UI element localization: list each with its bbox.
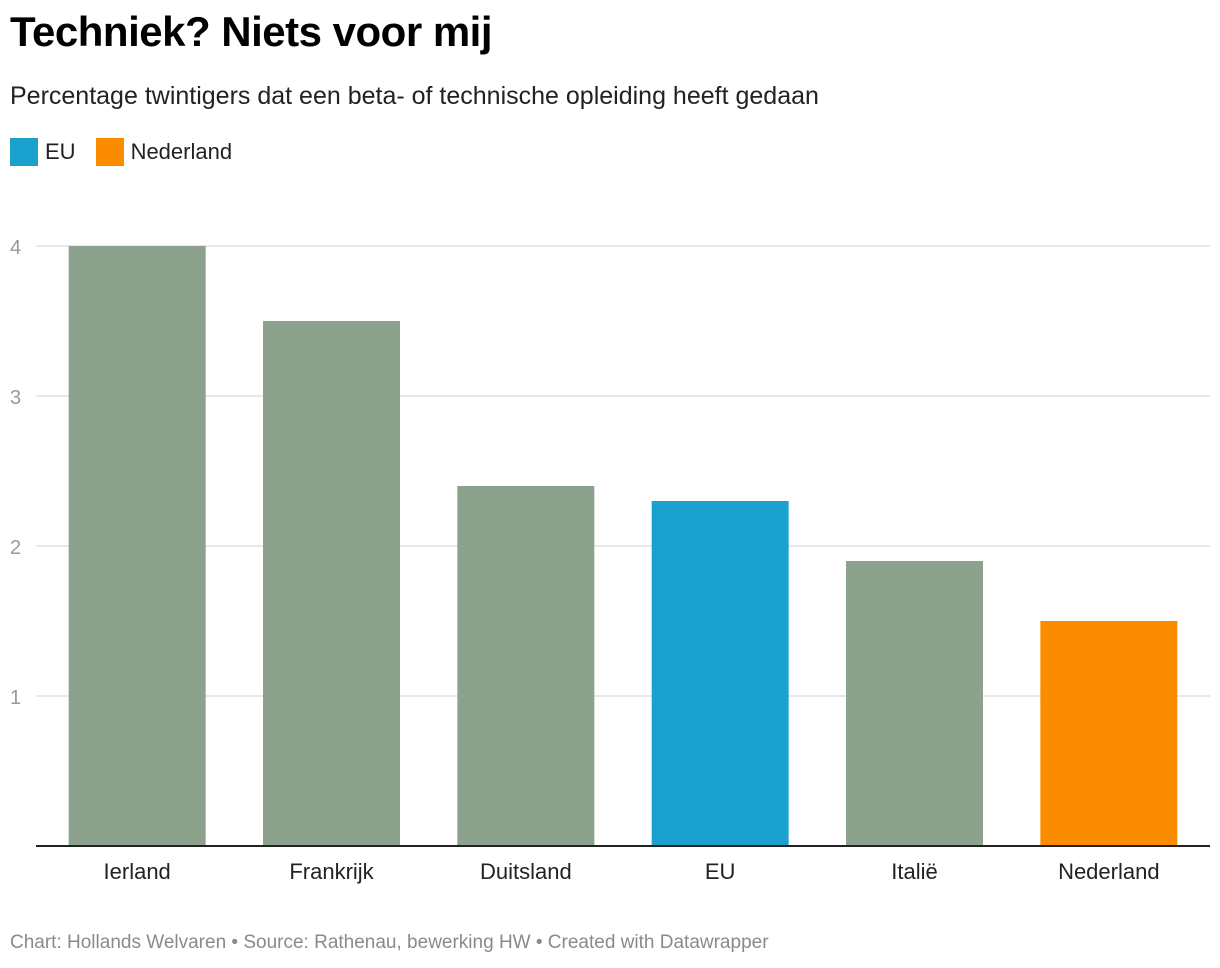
chart-footer: Chart: Hollands Welvaren • Source: Rathe… xyxy=(10,932,769,953)
chart-title: Techniek? Niets voor mij xyxy=(10,8,493,55)
bar-duitsland xyxy=(457,486,595,846)
y-tick-label-4: 4 xyxy=(10,237,21,259)
bar-ierland xyxy=(68,246,206,846)
y-tick-label-3: 3 xyxy=(10,387,21,409)
legend-label-eu: EU xyxy=(45,139,76,164)
x-tick-label-itali-: Italië xyxy=(891,859,937,884)
x-tick-label-eu: EU xyxy=(705,859,736,884)
x-tick-label-duitsland: Duitsland xyxy=(480,859,572,884)
x-tick-label-nederland: Nederland xyxy=(1058,859,1160,884)
bar-eu xyxy=(651,501,789,846)
legend-item-nederland: Nederland xyxy=(95,138,233,166)
legend-swatch-eu xyxy=(10,138,38,166)
bar-nederland xyxy=(1040,621,1178,846)
legend-item-eu: EU xyxy=(10,138,76,166)
y-tick-label-1: 1 xyxy=(10,687,21,709)
bar-frankrijk xyxy=(263,321,400,846)
bar-itali- xyxy=(846,561,983,846)
legend: EU Nederland xyxy=(10,138,232,166)
legend-label-nederland: Nederland xyxy=(130,139,233,164)
y-tick-label-2: 2 xyxy=(10,537,21,559)
legend-swatch-nederland xyxy=(95,138,124,166)
x-tick-label-frankrijk: Frankrijk xyxy=(289,859,374,884)
chart-subtitle: Percentage twintigers dat een beta- of t… xyxy=(10,82,819,110)
x-tick-label-ierland: Ierland xyxy=(104,859,171,884)
